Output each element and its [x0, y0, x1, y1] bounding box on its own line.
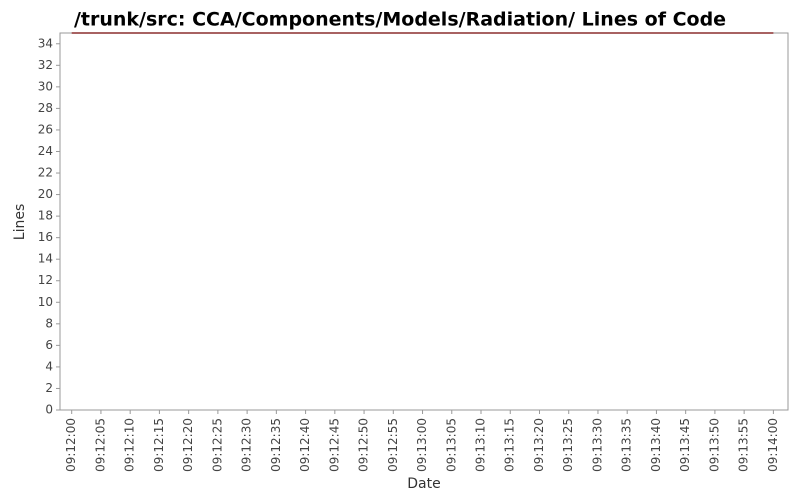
y-tick-label: 6	[45, 338, 53, 352]
y-axis-label: Lines	[12, 204, 28, 240]
x-tick-label: 09:12:05	[93, 418, 107, 472]
chart-title: /trunk/src: CCA/Components/Models/Radiat…	[74, 9, 726, 31]
y-tick-label: 12	[38, 273, 53, 287]
x-tick-label: 09:12:15	[152, 418, 166, 472]
y-tick-label: 4	[45, 359, 53, 373]
x-tick-label: 09:13:45	[678, 418, 692, 472]
x-tick-label: 09:13:40	[649, 418, 663, 472]
x-tick-label: 09:12:50	[357, 418, 371, 472]
x-tick-label: 09:12:10	[123, 418, 137, 472]
y-tick-label: 10	[38, 295, 53, 309]
y-tick-label: 26	[38, 122, 53, 136]
x-tick-label: 09:13:25	[561, 418, 575, 472]
x-tick-label: 09:13:30	[590, 418, 604, 472]
x-tick-label: 09:13:00	[415, 418, 429, 472]
x-tick-label: 09:12:00	[64, 418, 78, 472]
x-tick-label: 09:12:30	[240, 418, 254, 472]
y-tick-label: 34	[38, 36, 53, 50]
x-tick-label: 09:13:05	[444, 418, 458, 472]
y-tick-label: 18	[38, 209, 53, 223]
x-tick-label: 09:12:40	[298, 418, 312, 472]
y-tick-label: 22	[38, 166, 53, 180]
y-tick-label: 14	[38, 252, 53, 266]
y-tick-label: 20	[38, 187, 53, 201]
x-tick-label: 09:12:45	[327, 418, 341, 472]
x-tick-label: 09:12:25	[210, 418, 224, 472]
x-tick-label: 09:13:35	[620, 418, 634, 472]
y-tick-label: 0	[45, 403, 53, 417]
y-tick-label: 32	[38, 58, 53, 72]
x-axis-label: Date	[407, 476, 440, 492]
x-tick-label: 09:13:50	[707, 418, 721, 472]
y-tick-label: 2	[45, 381, 53, 395]
plot-area	[59, 32, 789, 411]
x-tick-label: 09:12:20	[181, 418, 195, 472]
x-tick-label: 09:12:55	[386, 418, 400, 472]
x-tick-label: 09:13:10	[474, 418, 488, 472]
x-tick-label: 09:13:55	[737, 418, 751, 472]
y-tick-label: 8	[45, 316, 53, 330]
y-tick-label: 24	[38, 144, 53, 158]
y-tick-label: 28	[38, 101, 53, 115]
x-tick-label: 09:12:35	[269, 418, 283, 472]
y-tick-label: 30	[38, 79, 53, 93]
y-tick-label: 16	[38, 230, 53, 244]
x-tick-label: 09:13:15	[503, 418, 517, 472]
x-tick-label: 09:13:20	[532, 418, 546, 472]
x-tick-label: 09:14:00	[766, 418, 780, 472]
